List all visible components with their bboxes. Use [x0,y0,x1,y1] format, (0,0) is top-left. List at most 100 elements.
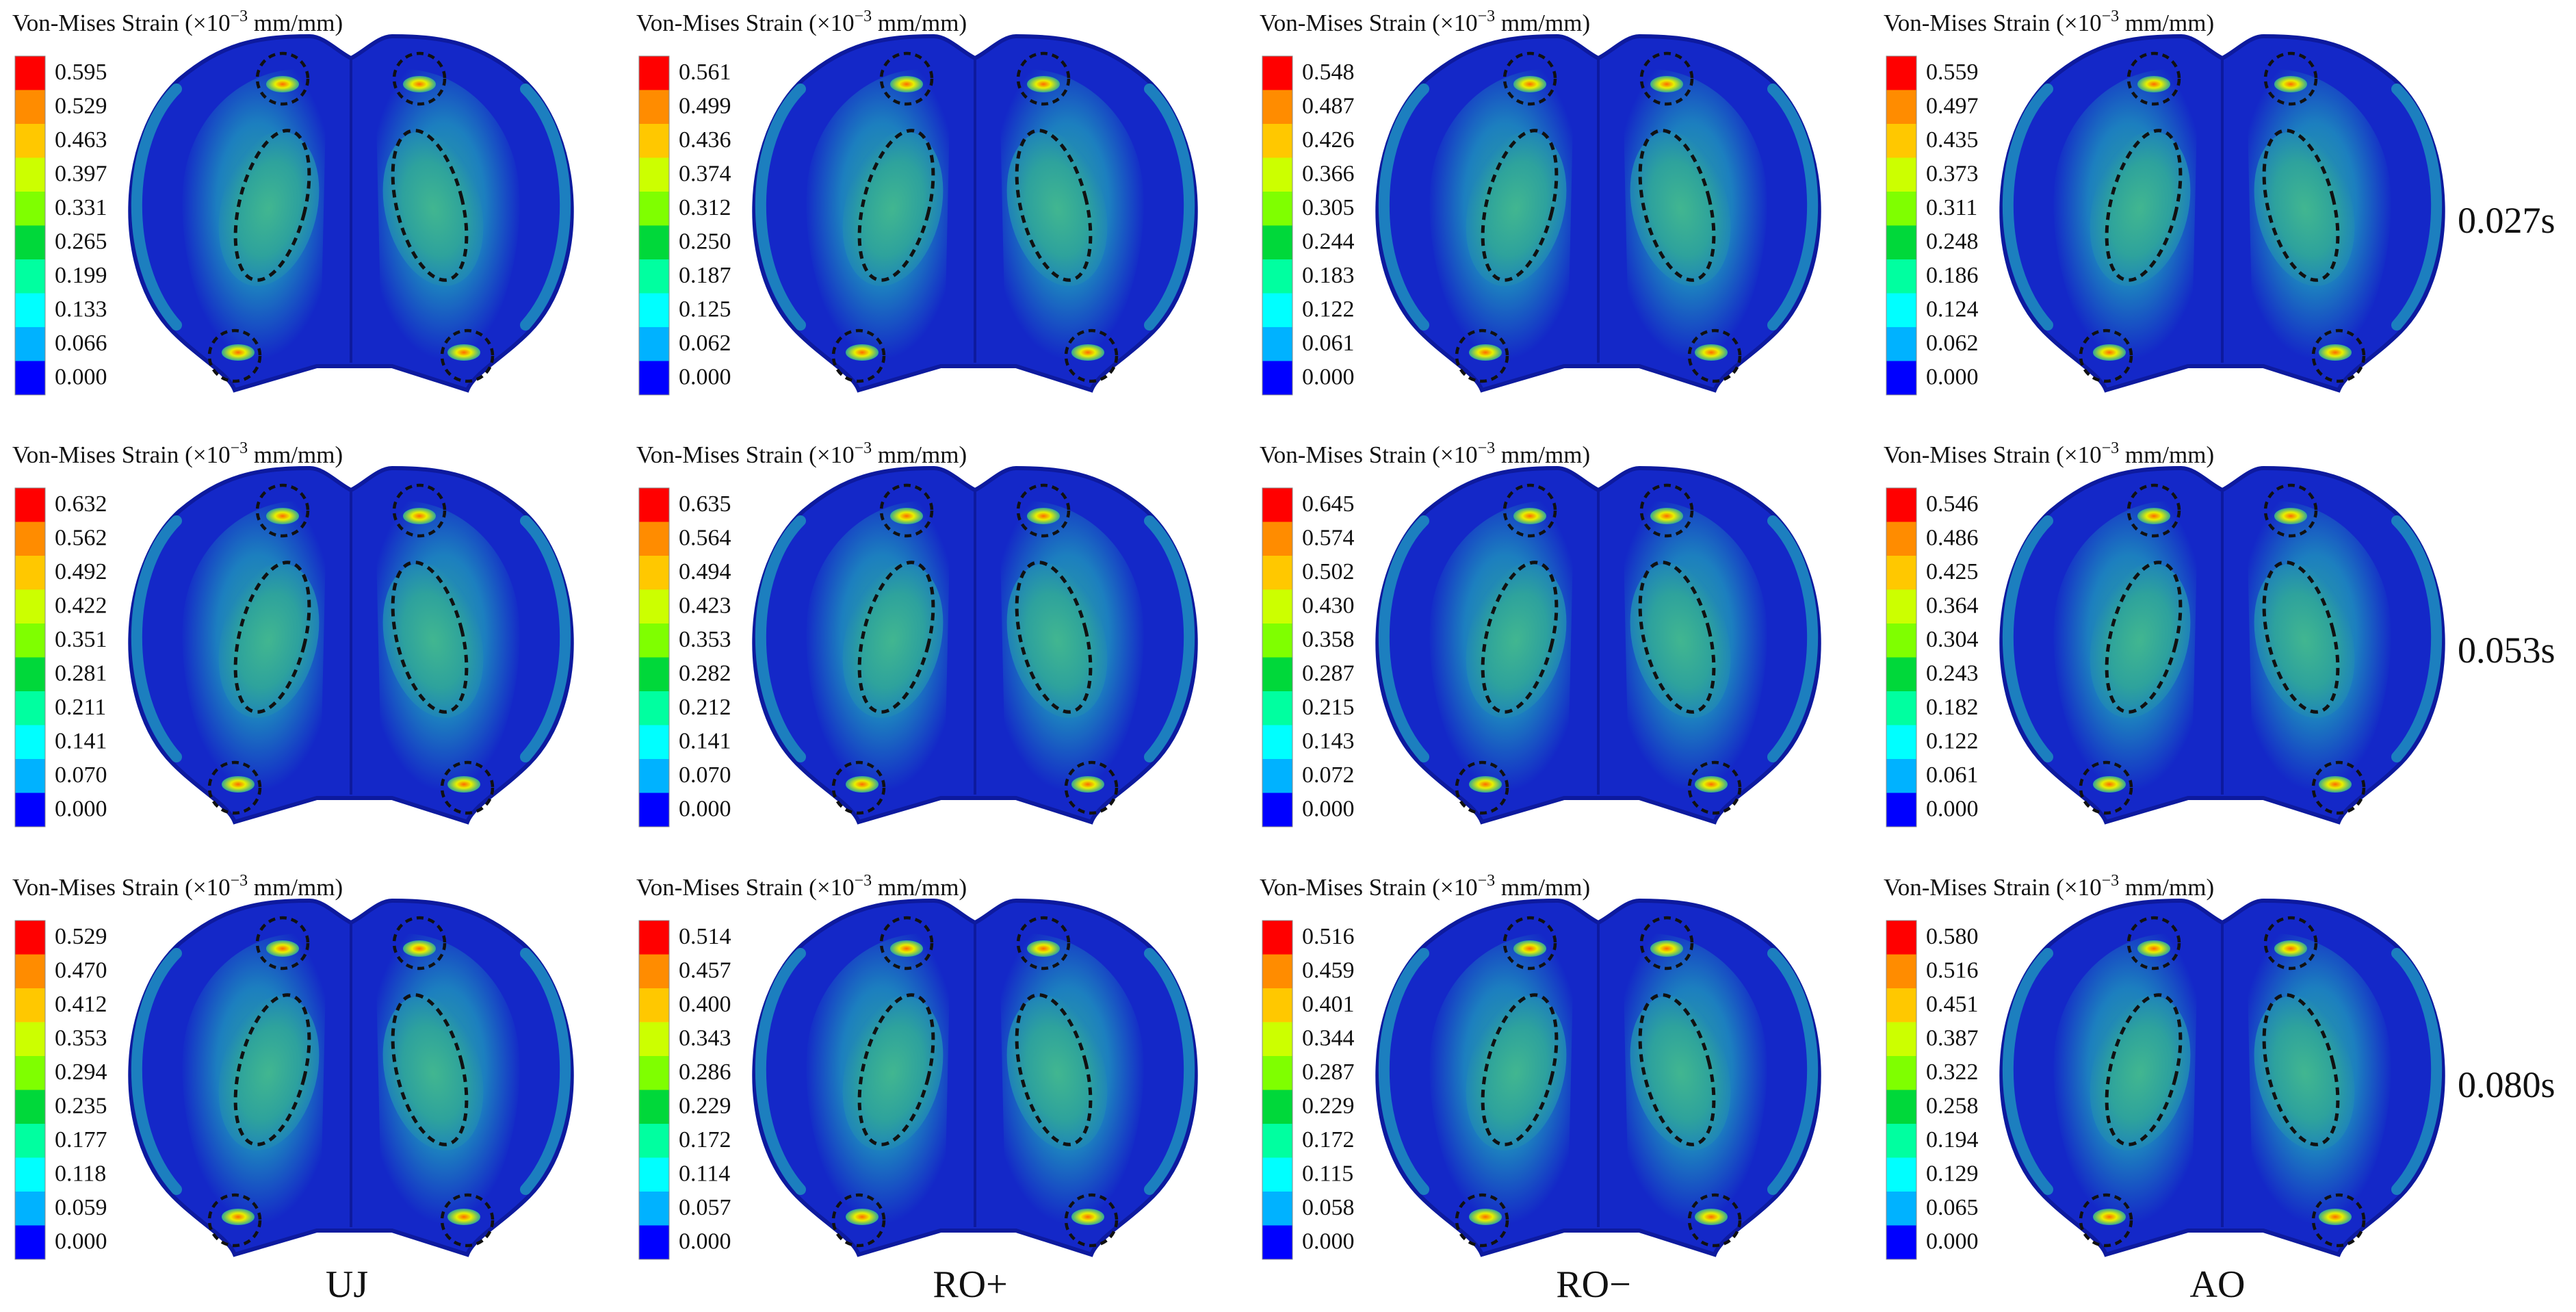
colorbar-tick-label: 0.282 [679,661,731,686]
colorbar-tick-label: 0.574 [1302,526,1355,551]
dashed-ellipse-marker [1015,993,1093,1146]
colorbar-tick-label: 0.436 [679,127,731,153]
colorbar-segment [1886,293,1916,328]
legend-title-times: × [2064,10,2078,36]
colorbar-segment [1262,725,1292,760]
shell-rim-right [1144,515,1195,762]
colorbar-tick-label: 0.562 [55,526,107,551]
dashed-ellipse-marker [233,993,311,1146]
legend-title-unit: mm/mm) [872,874,967,901]
colorbar-segment [1886,657,1916,692]
legend-title-times: × [817,441,831,468]
strain-hotspot [1071,1209,1104,1225]
legend-title: Von-Mises Strain (×10−3 mm/mm) [12,872,343,901]
colorbar-segment [639,157,669,192]
colorbar-frame [638,487,670,827]
colorbar-tick-label: 0.000 [679,797,731,822]
colorbar-tick-label: 0.057 [679,1195,731,1220]
strain-hotspot [1513,76,1546,92]
colorbar-segment [15,522,45,556]
colorbar-segment [1886,522,1916,556]
strain-hotspot [1695,1209,1728,1225]
legend-title-prefix: Von-Mises Strain ( [12,441,193,468]
colorbar-segment [1886,589,1916,624]
colorbar-tick-label: 0.000 [679,365,731,390]
dashed-circle-marker [392,483,447,538]
strain-hotspot [1027,508,1060,524]
colorbar-tick-label: 0.635 [679,491,731,517]
strain-hotspot [1513,508,1546,524]
shell-rim-left [755,948,806,1195]
strain-hotspot [1695,344,1728,361]
colorbar-tick-label: 0.304 [1926,627,1979,652]
colorbar-segment [639,691,669,725]
colorbar-tick-label: 0.258 [1926,1094,1979,1119]
colorbar-segment [1886,691,1916,725]
colorbar-segment [639,954,669,989]
colorbar-segment [639,725,669,760]
time-label: 0.027s [2458,200,2555,241]
strain-hotspot [1469,344,1502,361]
strain-hotspot [266,940,299,957]
colorbar-segment [15,90,45,125]
colorbar-tick-label: 0.000 [55,365,107,390]
colorbar-segment [1262,124,1292,158]
colorbar-tick-label: 0.072 [1302,762,1355,788]
colorbar-segment [1262,522,1292,556]
colorbar-segment [639,759,669,793]
colorbar-segment [1262,1192,1292,1226]
shell-rim-right [1144,948,1195,1195]
colorbar-segment [15,623,45,658]
strain-patch-right [2254,131,2355,286]
colorbar-tick-label: 0.645 [1302,491,1355,517]
colorbar-tick-label: 0.401 [1302,992,1355,1017]
legend-title-ten: 10 [207,10,231,36]
strain-patch-right [1006,563,1108,718]
colorbar-segment [1886,327,1916,361]
shell-rim-right [2391,83,2443,331]
shell-rim-left [2002,948,2053,1195]
legend-title: Von-Mises Strain (×10−3 mm/mm) [1884,872,2214,901]
colorbar-segment [1262,1225,1292,1260]
colorbar-segment [639,657,669,692]
colorbar-segment [15,589,45,624]
strain-hotspot [1071,344,1104,361]
strain-hotspot [2274,76,2307,92]
dashed-ellipse-marker [2105,561,2183,714]
colorbar-tick-label: 0.287 [1302,661,1355,686]
colorbar-tick-label: 0.212 [679,695,731,720]
contour-panel: Von-Mises Strain (×10−3 mm/mm) 0.632 0.562… [12,439,574,827]
strain-patch-left [218,131,320,286]
strain-hotspot [222,776,255,793]
legend-title-exponent: −3 [231,872,248,890]
legend-title-exponent: −3 [2102,872,2120,890]
strain-patch-right [382,996,484,1150]
colorbar-tick-label: 0.632 [55,491,107,517]
strain-hotspot [447,344,480,361]
colorbar-segment [1886,1225,1916,1260]
colorbar-tick-label: 0.561 [679,60,731,85]
contour-panel: Von-Mises Strain (×10−3 mm/mm) 0.635 0.564… [636,439,1198,827]
colorbar-tick-label: 0.494 [679,559,731,584]
colorbar-tick-label: 0.564 [679,526,731,551]
colorbar-segment [15,157,45,192]
colorbar-segment [639,1157,669,1192]
colorbar-segment [1262,157,1292,192]
colorbar-segment [1886,725,1916,760]
colorbar-tick-label: 0.065 [1926,1195,1979,1220]
colorbar-segment [639,1056,669,1090]
legend-title-ten: 10 [1454,441,1478,468]
colorbar-segment [1262,988,1292,1022]
legend-title: Von-Mises Strain (×10−3 mm/mm) [636,439,967,468]
shell-rim-right [520,83,571,331]
colorbar-tick-label: 0.487 [1302,94,1355,119]
colorbar-tick-label: 0.235 [55,1094,107,1119]
strain-patch-right [2254,563,2355,718]
colorbar-segment [639,1022,669,1057]
colorbar-tick-label: 0.497 [1926,94,1979,119]
legend-title-times: × [817,874,831,901]
colorbar-tick-label: 0.358 [1302,627,1355,652]
colorbar-segment [15,327,45,361]
colorbar-segment [1262,327,1292,361]
colorbar-segment [639,361,669,396]
